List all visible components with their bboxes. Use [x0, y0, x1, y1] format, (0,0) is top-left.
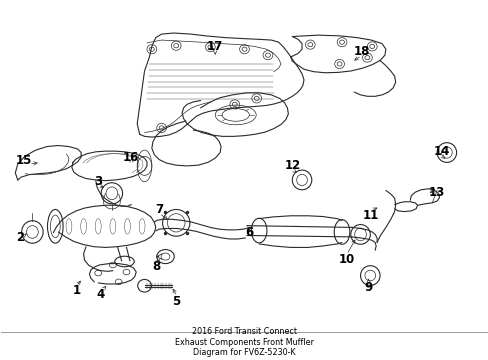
Text: 9: 9	[364, 281, 372, 294]
Text: 15: 15	[16, 154, 32, 167]
Text: 2016 Ford Transit Connect
Exhaust Components Front Muffler
Diagram for FV6Z-5230: 2016 Ford Transit Connect Exhaust Compon…	[175, 328, 313, 357]
Text: 4: 4	[96, 288, 104, 301]
Text: 14: 14	[433, 145, 449, 158]
Text: 11: 11	[363, 208, 379, 222]
Text: 13: 13	[428, 186, 444, 199]
Text: 8: 8	[152, 260, 161, 273]
Text: 3: 3	[94, 175, 102, 188]
Text: 5: 5	[172, 295, 180, 308]
Text: 17: 17	[207, 40, 223, 53]
Text: 7: 7	[155, 203, 163, 216]
Text: 1: 1	[72, 284, 80, 297]
Text: 10: 10	[338, 252, 354, 266]
Text: 12: 12	[285, 159, 301, 172]
Text: 16: 16	[123, 150, 139, 163]
Text: 6: 6	[245, 226, 253, 239]
Text: 18: 18	[353, 45, 369, 58]
Text: 2: 2	[16, 231, 24, 244]
